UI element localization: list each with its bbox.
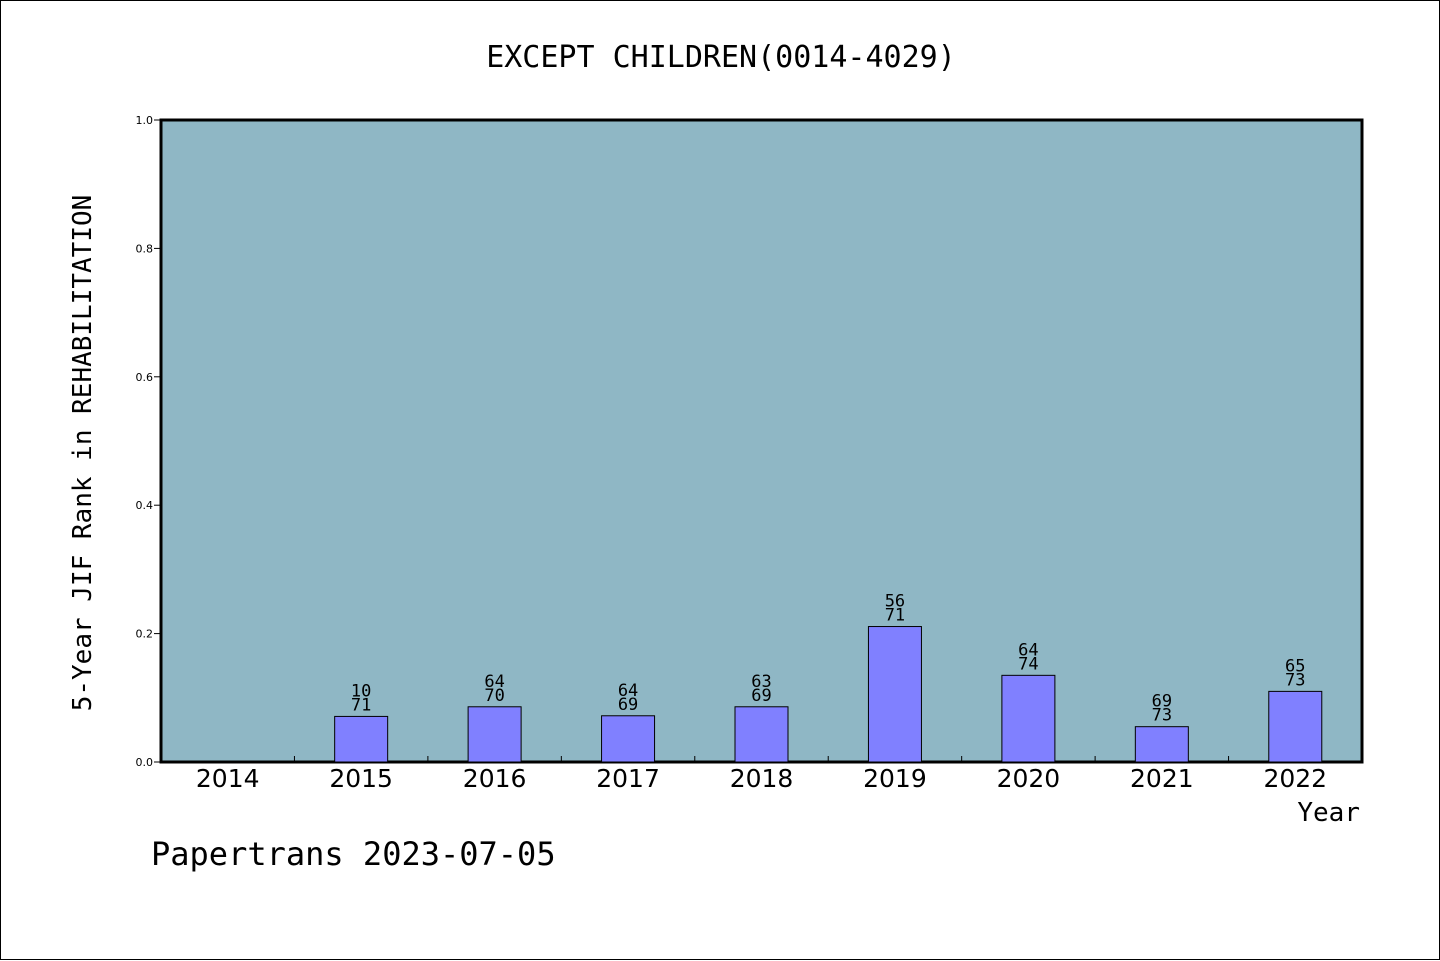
- y-tick-label: 0.2: [136, 628, 154, 641]
- bar-series: [334, 626, 1323, 763]
- bar-rank-label: 64: [618, 681, 638, 701]
- bar-rank-label: 56: [885, 592, 905, 612]
- bar-total-label: 73: [1285, 670, 1305, 690]
- bar-total-label: 71: [885, 606, 905, 626]
- bar-rank-label: 63: [751, 672, 771, 692]
- y-axis: 0.0 0.2 0.4 0.6 0.8 1.0: [136, 114, 161, 769]
- bar-rank-label: 10: [351, 681, 371, 701]
- x-tick-label: 2019: [863, 764, 927, 793]
- x-tick-label: 2017: [596, 764, 660, 793]
- x-tick-label: 2021: [1130, 764, 1194, 793]
- bar-rank-label: 64: [1018, 640, 1038, 660]
- x-tick-label: 2022: [1263, 764, 1327, 793]
- y-tick-label: 0.0: [136, 756, 154, 769]
- bar-rank-label: 65: [1285, 656, 1305, 676]
- x-tick-label: 2014: [196, 764, 260, 793]
- x-tick-label: 2018: [730, 764, 794, 793]
- x-axis-label: Year: [1297, 798, 1360, 828]
- bar-total-label: 71: [351, 695, 371, 715]
- bar-total-label: 69: [618, 695, 638, 715]
- bar-2017: [601, 715, 656, 763]
- chart-title: EXCEPT CHILDREN(0014-4029): [486, 40, 956, 75]
- x-axis: 2014 2015 2016 2017 2018 2019 2020 2021 2022: [196, 756, 1327, 793]
- bar-total-label: 74: [1018, 654, 1038, 674]
- y-tick-label: 0.4: [136, 499, 154, 512]
- bar-total-label: 70: [484, 686, 504, 706]
- y-tick-label: 0.6: [136, 371, 154, 384]
- x-tick-label: 2016: [463, 764, 527, 793]
- bar-total-label: 73: [1152, 706, 1172, 726]
- bar-2021: [1134, 726, 1189, 763]
- bar-total-label: 69: [751, 686, 771, 706]
- bar-2015: [334, 715, 389, 763]
- bar-rank-label: 64: [484, 672, 504, 692]
- plot-area: [159, 118, 1364, 764]
- y-tick-label: 0.8: [136, 242, 154, 255]
- bar-2022: [1268, 690, 1323, 763]
- x-tick-label: 2020: [997, 764, 1061, 793]
- bar-2019: [867, 626, 922, 763]
- y-axis-label: 5-Year JIF Rank in REHABILITATION: [68, 195, 98, 712]
- bar-2020: [1001, 674, 1056, 763]
- y-tick-label: 1.0: [136, 114, 154, 127]
- footer-credit: Papertrans 2023-07-05: [151, 835, 556, 873]
- bar-rank-label: 69: [1152, 692, 1172, 712]
- x-tick-label: 2015: [329, 764, 393, 793]
- bar-2018: [734, 706, 789, 763]
- bar-2016: [467, 706, 522, 763]
